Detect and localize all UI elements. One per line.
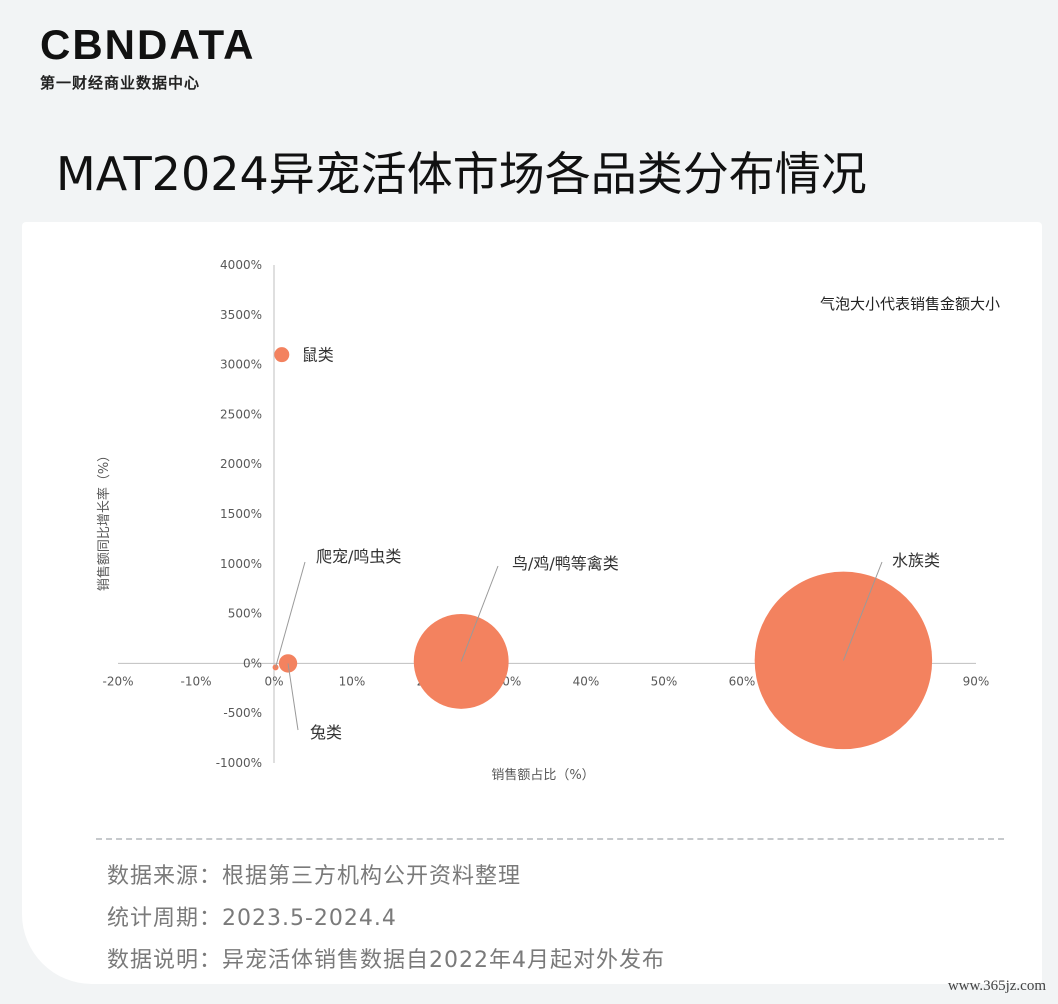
bubble-point	[274, 347, 290, 363]
y-tick-label: 3500%	[220, 308, 262, 322]
size-note: 气泡大小代表销售金额大小	[820, 295, 1000, 313]
footnote-source: 数据来源：根据第三方机构公开资料整理	[107, 864, 522, 889]
footnote-period: 统计周期：2023.5-2024.4	[107, 906, 397, 931]
x-tick-label: -10%	[180, 674, 211, 688]
y-tick-label: -1000%	[216, 756, 262, 770]
x-tick-label: 90%	[963, 674, 990, 688]
x-tick-label: 60%	[729, 674, 756, 688]
leader-line	[460, 565, 499, 662]
y-tick-label: 3000%	[220, 358, 262, 372]
y-tick-label: 2500%	[220, 407, 262, 421]
y-tick-label: 0%	[243, 656, 262, 670]
x-axis-title: 销售额占比（%）	[491, 767, 594, 783]
bubble-point	[413, 613, 509, 709]
leader-line	[275, 561, 306, 668]
y-tick-label: -500%	[223, 706, 262, 720]
y-tick-label: 500%	[228, 607, 262, 621]
x-tick-label: 50%	[651, 674, 678, 688]
bubble-label: 水族类	[892, 551, 940, 570]
leader-line	[842, 561, 883, 661]
bubble-label: 爬宠/鸣虫类	[316, 547, 401, 566]
y-tick-label: 1000%	[220, 557, 262, 571]
brand-logo: CBNDATA 第一财经商业数据中心	[40, 24, 255, 93]
x-tick-label: 10%	[339, 674, 366, 688]
x-tick-label: 40%	[573, 674, 600, 688]
logo-text: CBNDATA	[40, 21, 256, 68]
y-tick-label: 4000%	[220, 258, 262, 272]
leader-line	[287, 663, 299, 731]
bubble-label: 兔类	[310, 723, 342, 742]
footnote-explain: 数据说明：异宠活体销售数据自2022年4月起对外发布	[107, 948, 665, 973]
bubble-label: 鼠类	[302, 346, 334, 365]
logo-subtitle: 第一财经商业数据中心	[40, 74, 201, 92]
y-tick-label: 1500%	[220, 507, 262, 521]
y-axis-title: 销售额同比增长率（%）	[96, 449, 112, 591]
x-tick-label: -20%	[102, 674, 133, 688]
x-tick-label: 0%	[264, 674, 283, 688]
page-title: MAT2024异宠活体市场各品类分布情况	[56, 147, 867, 201]
divider	[96, 838, 1004, 840]
bubble-label: 鸟/鸡/鸭等禽类	[512, 554, 619, 573]
site-url: www.365jz.com	[947, 978, 1046, 994]
y-tick-label: 2000%	[220, 457, 262, 471]
